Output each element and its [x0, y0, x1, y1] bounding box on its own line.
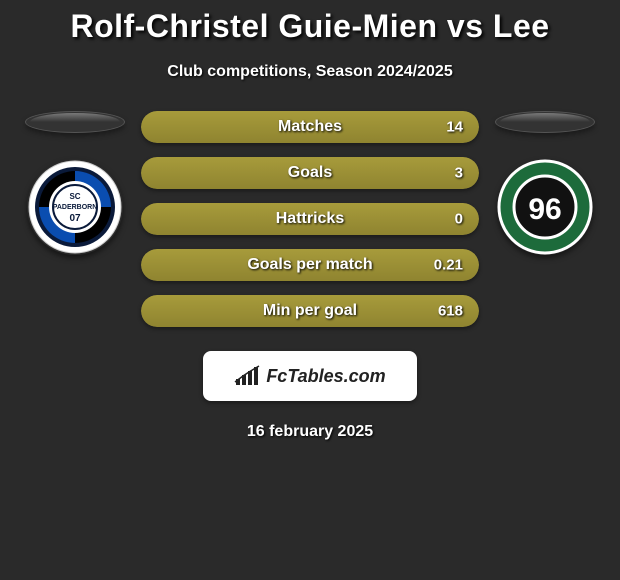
- club-badge-right: 96: [497, 159, 593, 255]
- player-placeholder-right: [495, 111, 595, 133]
- bar-chart-icon: [234, 365, 262, 387]
- hannover-badge-icon: 96: [497, 159, 593, 255]
- club-badge-left: SC PADERBORN 07: [27, 159, 123, 255]
- stat-value: 0: [455, 211, 463, 228]
- stat-label: Goals per match: [141, 256, 479, 274]
- stat-value: 0.21: [434, 257, 463, 274]
- stat-label: Hattricks: [141, 210, 479, 228]
- right-column: 96: [485, 111, 605, 255]
- svg-text:SC: SC: [69, 192, 80, 201]
- stat-label: Matches: [141, 118, 479, 136]
- stats-column: Matches14 Goals3 Hattricks0 Goals per match…: [135, 111, 485, 327]
- stat-label: Goals: [141, 164, 479, 182]
- stat-value: 3: [455, 165, 463, 182]
- stat-bar: Min per goal618: [141, 295, 479, 327]
- stat-bar: Goals per match0.21: [141, 249, 479, 281]
- subtitle: Club competitions, Season 2024/2025: [0, 63, 620, 81]
- stat-bar: Matches14: [141, 111, 479, 143]
- comparison-card: Rolf-Christel Guie-Mien vs Lee Club comp…: [0, 0, 620, 441]
- stat-bar: Goals3: [141, 157, 479, 189]
- left-column: SC PADERBORN 07: [15, 111, 135, 255]
- paderborn-badge-icon: SC PADERBORN 07: [27, 159, 123, 255]
- stat-label: Min per goal: [141, 302, 479, 320]
- svg-text:07: 07: [69, 213, 81, 224]
- stat-value: 618: [438, 303, 463, 320]
- svg-text:PADERBORN: PADERBORN: [53, 204, 98, 211]
- stat-bar: Hattricks0: [141, 203, 479, 235]
- date-line: 16 february 2025: [0, 423, 620, 441]
- brand-text: FcTables.com: [266, 366, 385, 387]
- stat-value: 14: [446, 119, 463, 136]
- brand-box[interactable]: FcTables.com: [203, 351, 417, 401]
- player-placeholder-left: [25, 111, 125, 133]
- svg-text:96: 96: [528, 193, 561, 226]
- page-title: Rolf-Christel Guie-Mien vs Lee: [0, 8, 620, 45]
- content-row: SC PADERBORN 07 Matches14 Goals3 Hattricks…: [0, 111, 620, 327]
